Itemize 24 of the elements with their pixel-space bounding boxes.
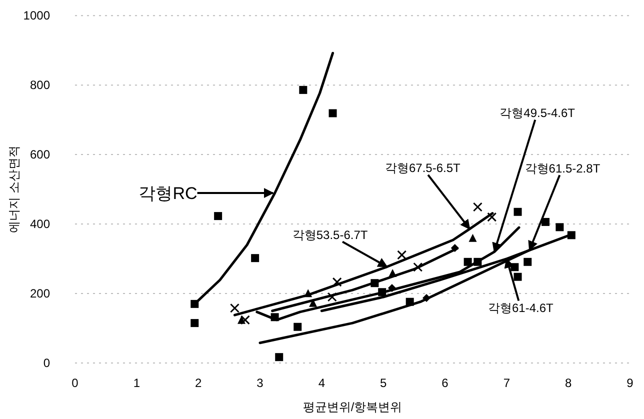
- x-tick-label: 6: [442, 376, 449, 390]
- x-tick-label: 3: [256, 376, 264, 390]
- y-tick-label: 400: [30, 217, 50, 232]
- x-tick-label: 0: [72, 376, 79, 390]
- annotation: 각형67.5-6.5T: [384, 161, 462, 176]
- annotation: 각형RC: [138, 184, 198, 203]
- x-tick-label: 8: [564, 376, 572, 390]
- x-tick-label: 2: [194, 376, 202, 390]
- x-tick-label: 4: [318, 376, 326, 390]
- annotation: 각형61.5-2.8T: [524, 161, 601, 176]
- annotation: 각형61-4.6T: [488, 300, 554, 315]
- x-tick-label: 5: [380, 376, 387, 390]
- annotation: 각형53.5-6.7T: [292, 228, 368, 242]
- y-tick-label: 600: [30, 148, 50, 162]
- x-tick-label: 9: [626, 376, 634, 390]
- y-tick-label: 200: [30, 286, 50, 301]
- y-axis-title: 에너지 소산면적: [7, 146, 21, 233]
- y-tick-label: 0: [43, 356, 50, 370]
- x-tick-label: 1: [133, 376, 140, 390]
- y-tick-label: 1000: [23, 8, 50, 23]
- annotation: 각형49.5-4.6T: [500, 106, 576, 120]
- x-tick-label: 7: [503, 376, 510, 390]
- x-axis-title: 평균변위/항복변위: [302, 400, 402, 414]
- y-tick-label: 800: [30, 78, 50, 92]
